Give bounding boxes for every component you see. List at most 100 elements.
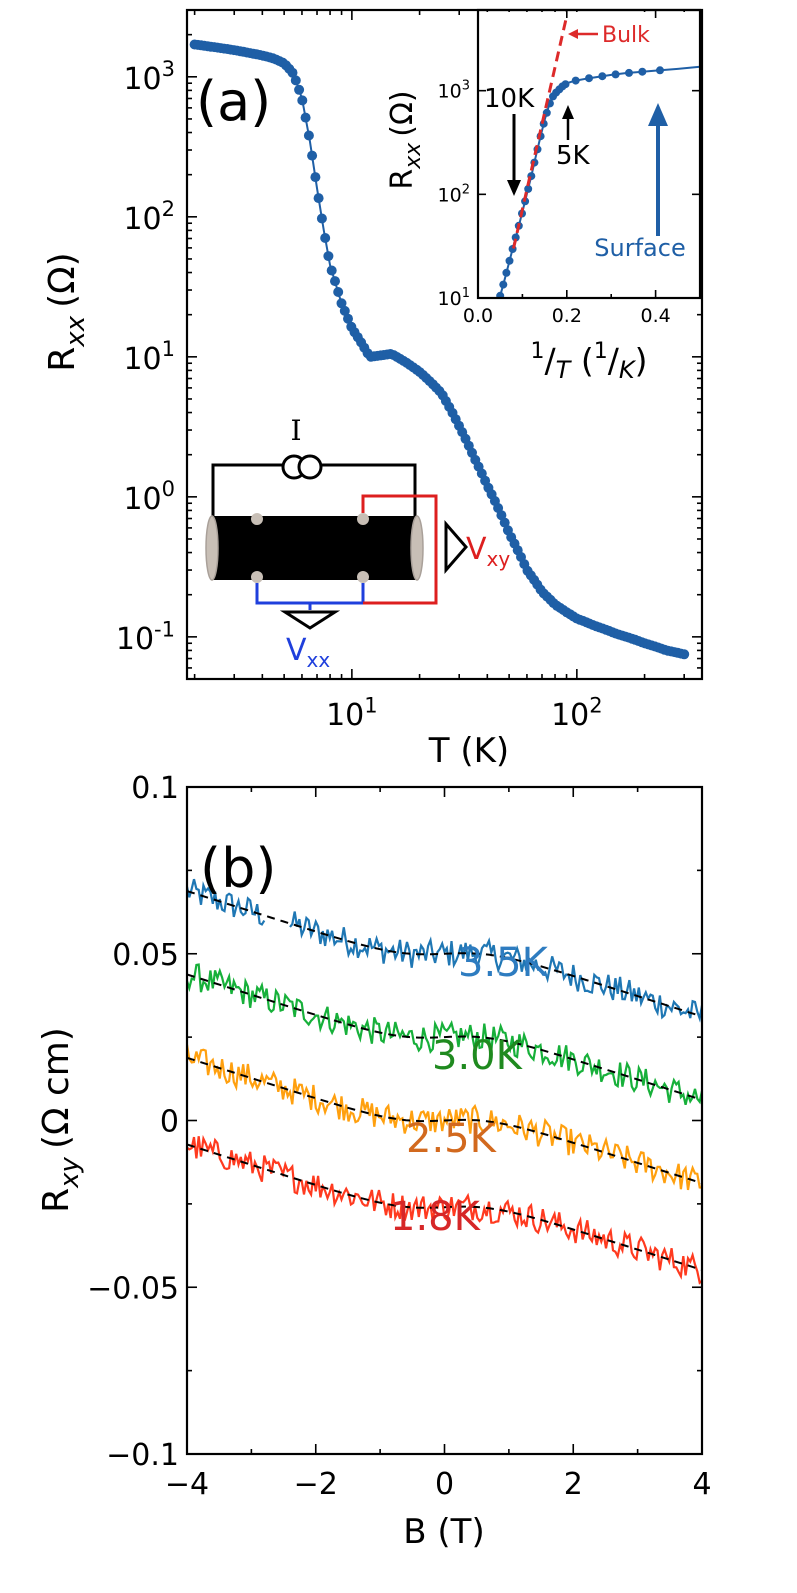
- panel-b-x-tick-label: −2: [294, 1467, 338, 1502]
- panel-a-y-tick-label: 102: [123, 197, 175, 237]
- rxx-data-point: [310, 172, 321, 183]
- inset-y-tick-label: 101: [438, 286, 470, 310]
- rxx-data-point: [320, 233, 331, 243]
- panel-b-y-tick-label: 0.1: [131, 771, 179, 806]
- inset-xlabel: 1/T (1/K): [531, 339, 648, 384]
- rxx-data-point: [330, 276, 340, 287]
- panel-b-ylabel: Rxy(Ω cm): [36, 1027, 85, 1213]
- current-source-icon-2: [297, 454, 323, 480]
- contact-bottom-left: [251, 571, 263, 583]
- contact-top-left: [251, 513, 263, 525]
- rxx-data-point: [313, 193, 324, 204]
- panel-b-x-tick-label: 0: [435, 1467, 454, 1502]
- 5k-arrow-head: [562, 105, 574, 119]
- inset-plot-series: [496, 15, 700, 298]
- panel-a-y-tick-label: 10-1: [116, 617, 175, 657]
- rxx-data-point: [339, 305, 350, 316]
- bulk-arrow-head: [568, 29, 578, 39]
- rxx-data-point: [679, 649, 690, 660]
- inset-data-point: [625, 68, 633, 77]
- sample-bar: [212, 516, 417, 580]
- inset-data-point: [505, 256, 514, 265]
- panel-b-y-tick-label: 0.05: [112, 938, 179, 973]
- sample-end-left: [205, 515, 219, 581]
- series-label-2.5k: 2.5K: [406, 1116, 498, 1162]
- rxx-data-point: [290, 75, 301, 86]
- rxy-data-line-1.8K: [187, 1134, 702, 1285]
- panel-b-chart: −4 −2 0 2 4 −0.1 −0.05 0 0.05 0.1 (b) B (T) Rxy(Ω…: [36, 771, 712, 1552]
- panel-b-x-tick-label: 2: [564, 1467, 583, 1502]
- inset-axes-frame: [476, 8, 702, 300]
- inset-data-point: [561, 80, 570, 89]
- panel-b-clipped-series: [187, 878, 702, 1285]
- contact-top-right: [357, 513, 369, 525]
- inset-data-point: [656, 66, 664, 75]
- inset-x-tick-label: 0.2: [552, 305, 582, 327]
- vxy-meter-icon: [444, 519, 468, 575]
- panel-a-chart: I Vxx Vxy 101 102 10-1 100 101 102 103 (a) T (…: [42, 8, 704, 771]
- panel-a-axes-frame: [185, 8, 704, 681]
- rxx-data-point: [307, 150, 318, 161]
- panel-a-label: (a): [196, 70, 271, 133]
- panel-b-plot-series: [187, 878, 702, 1285]
- vxx-label: Vxx: [286, 633, 330, 672]
- rxx-data-point: [303, 130, 314, 141]
- panel-b-xlabel: B (T): [403, 1512, 484, 1552]
- rxx-data-point: [316, 213, 327, 224]
- series-label-3.5k: 3.5K: [458, 940, 550, 986]
- rxy-data-line-2.5K: [187, 1044, 702, 1191]
- measurement-schematic: I Vxx Vxy: [205, 414, 510, 672]
- panel-b-label: (b): [200, 837, 276, 900]
- inset-data-point: [524, 184, 533, 193]
- inset-x-tick-label: 0.4: [640, 305, 670, 327]
- rxx-data-point: [287, 67, 298, 78]
- panel-a-x-tick-label: 102: [551, 693, 603, 733]
- panel-a-x-tick-label: 101: [326, 693, 378, 733]
- series-label-3.0k: 3.0K: [432, 1033, 524, 1079]
- panel-b-y-tick-label: −0.1: [106, 1438, 179, 1473]
- inset-ticks: 0.0 0.2 0.4 101 102 103: [438, 10, 701, 327]
- current-label: I: [290, 414, 301, 447]
- panel-a-y-tick-label: 103: [123, 57, 175, 97]
- panel-b-y-tick-label: −0.05: [87, 1271, 179, 1306]
- panel-b-x-tick-label: 4: [692, 1467, 711, 1502]
- inset-data-point: [638, 67, 647, 76]
- rxx-data-point: [297, 95, 308, 106]
- inset-data-point: [598, 72, 607, 81]
- rxx-data-point: [333, 287, 344, 297]
- rxy-fit-line-2.5K: [187, 1056, 702, 1185]
- panel-a-y-tick-label: 100: [123, 477, 175, 517]
- panel-b-ticks: −4 −2 0 2 4 −0.1 −0.05 0 0.05 0.1: [87, 771, 711, 1502]
- vxx-meter-icon: [279, 610, 341, 630]
- rxx-data-point: [343, 313, 353, 324]
- panel-a-plot-series: [189, 39, 690, 660]
- surface-arrow-head: [648, 103, 668, 126]
- rxx-data-point: [499, 517, 510, 528]
- rxx-data-point: [300, 112, 311, 123]
- rxy-data-line-3.0K: [187, 963, 702, 1106]
- inset-data-point: [496, 291, 505, 298]
- bulk-fit-line: [512, 15, 569, 249]
- rxx-data-point: [326, 265, 337, 276]
- panel-a-xlabel: T (K): [428, 731, 509, 771]
- inset-clipped-series: [496, 15, 700, 298]
- inset-ylabel: Rxx(Ω): [385, 90, 426, 189]
- contact-bottom-right: [357, 571, 369, 583]
- panel-b-x-tick-label: −4: [165, 1467, 209, 1502]
- rxx-data-point: [294, 84, 305, 95]
- inset-chart: 0.0 0.2 0.4 101 102 103 1/T (1/K) Rxx(Ω) Bulk…: [385, 8, 702, 384]
- inset-background: [480, 12, 700, 298]
- surface-annotation: Surface: [594, 234, 685, 262]
- panel-a-y-tick-label: 101: [123, 337, 175, 377]
- vxx-wire: [255, 583, 365, 610]
- rxx-data-point: [336, 298, 347, 309]
- inset-data-point: [571, 76, 580, 85]
- bulk-annotation: Bulk: [602, 23, 650, 48]
- rxx-data-point: [323, 251, 334, 262]
- rxy-fit-line-1.8K: [187, 1143, 702, 1271]
- inset-data-point: [611, 70, 620, 79]
- sample-end-right: [410, 515, 424, 581]
- panel-a-ylabel: Rxx(Ω): [42, 252, 91, 371]
- 5k-annotation: 5K: [556, 141, 591, 171]
- vxy-wire: [361, 494, 438, 605]
